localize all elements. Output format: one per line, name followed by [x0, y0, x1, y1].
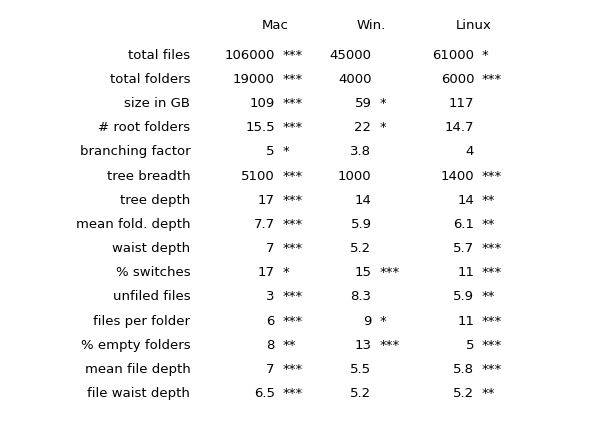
Text: # root folders: # root folders [98, 121, 190, 134]
Text: 5.9: 5.9 [350, 218, 371, 231]
Text: 5.5: 5.5 [350, 363, 371, 376]
Text: *: * [379, 121, 386, 134]
Text: 45000: 45000 [329, 49, 371, 62]
Text: ***: *** [482, 339, 503, 352]
Text: 6: 6 [266, 315, 275, 328]
Text: ***: *** [283, 170, 303, 183]
Text: 8.3: 8.3 [350, 290, 371, 304]
Text: 5.2: 5.2 [350, 242, 371, 255]
Text: mean file depth: mean file depth [85, 363, 190, 376]
Text: ***: *** [379, 339, 400, 352]
Text: 14: 14 [457, 194, 474, 207]
Text: 5.7: 5.7 [453, 242, 474, 255]
Text: ***: *** [283, 97, 303, 110]
Text: 1400: 1400 [440, 170, 474, 183]
Text: ***: *** [482, 363, 503, 376]
Text: 13: 13 [355, 339, 371, 352]
Text: *: * [482, 49, 489, 62]
Text: 61000: 61000 [432, 49, 474, 62]
Text: **: ** [482, 290, 495, 304]
Text: 6000: 6000 [441, 73, 474, 86]
Text: mean fold. depth: mean fold. depth [76, 218, 190, 231]
Text: files per folder: files per folder [93, 315, 190, 328]
Text: 5100: 5100 [241, 170, 275, 183]
Text: ***: *** [283, 242, 303, 255]
Text: 22: 22 [355, 121, 371, 134]
Text: *: * [283, 145, 289, 159]
Text: unfiled files: unfiled files [112, 290, 190, 304]
Text: 117: 117 [449, 97, 474, 110]
Text: ***: *** [482, 170, 503, 183]
Text: file waist depth: file waist depth [88, 387, 190, 400]
Text: 5: 5 [266, 145, 275, 159]
Text: ***: *** [283, 49, 303, 62]
Text: 4000: 4000 [338, 73, 371, 86]
Text: 17: 17 [258, 194, 275, 207]
Text: ***: *** [283, 290, 303, 304]
Text: 3: 3 [266, 290, 275, 304]
Text: Linux: Linux [456, 19, 492, 32]
Text: **: ** [482, 387, 495, 400]
Text: 106000: 106000 [225, 49, 275, 62]
Text: ***: *** [283, 315, 303, 328]
Text: *: * [379, 315, 386, 328]
Text: ***: *** [379, 266, 400, 279]
Text: **: ** [283, 339, 296, 352]
Text: 5: 5 [466, 339, 474, 352]
Text: 59: 59 [355, 97, 371, 110]
Text: 1000: 1000 [338, 170, 371, 183]
Text: % empty folders: % empty folders [81, 339, 190, 352]
Text: ***: *** [482, 242, 503, 255]
Text: ***: *** [283, 121, 303, 134]
Text: total folders: total folders [110, 73, 190, 86]
Text: 9: 9 [363, 315, 371, 328]
Text: 5.9: 5.9 [453, 290, 474, 304]
Text: 15.5: 15.5 [245, 121, 275, 134]
Text: ***: *** [482, 266, 503, 279]
Text: 11: 11 [457, 315, 474, 328]
Text: ***: *** [283, 363, 303, 376]
Text: 3.8: 3.8 [350, 145, 371, 159]
Text: Mac: Mac [262, 19, 288, 32]
Text: 14.7: 14.7 [445, 121, 474, 134]
Text: 109: 109 [249, 97, 275, 110]
Text: waist depth: waist depth [112, 242, 190, 255]
Text: 8: 8 [266, 339, 275, 352]
Text: 7.7: 7.7 [254, 218, 275, 231]
Text: 14: 14 [355, 194, 371, 207]
Text: *: * [379, 97, 386, 110]
Text: tree depth: tree depth [120, 194, 190, 207]
Text: branching factor: branching factor [80, 145, 190, 159]
Text: 5.2: 5.2 [350, 387, 371, 400]
Text: **: ** [482, 194, 495, 207]
Text: size in GB: size in GB [124, 97, 190, 110]
Text: 6.1: 6.1 [453, 218, 474, 231]
Text: ***: *** [283, 194, 303, 207]
Text: 5.8: 5.8 [453, 363, 474, 376]
Text: 7: 7 [266, 242, 275, 255]
Text: **: ** [482, 218, 495, 231]
Text: ***: *** [283, 218, 303, 231]
Text: Win.: Win. [357, 19, 386, 32]
Text: ***: *** [482, 315, 503, 328]
Text: 5.2: 5.2 [453, 387, 474, 400]
Text: ***: *** [482, 73, 503, 86]
Text: ***: *** [283, 387, 303, 400]
Text: ***: *** [283, 73, 303, 86]
Text: total files: total files [128, 49, 190, 62]
Text: 15: 15 [355, 266, 371, 279]
Text: 7: 7 [266, 363, 275, 376]
Text: 19000: 19000 [233, 73, 275, 86]
Text: % switches: % switches [115, 266, 190, 279]
Text: 17: 17 [258, 266, 275, 279]
Text: 4: 4 [466, 145, 474, 159]
Text: tree breadth: tree breadth [107, 170, 190, 183]
Text: 11: 11 [457, 266, 474, 279]
Text: 6.5: 6.5 [254, 387, 275, 400]
Text: *: * [283, 266, 289, 279]
